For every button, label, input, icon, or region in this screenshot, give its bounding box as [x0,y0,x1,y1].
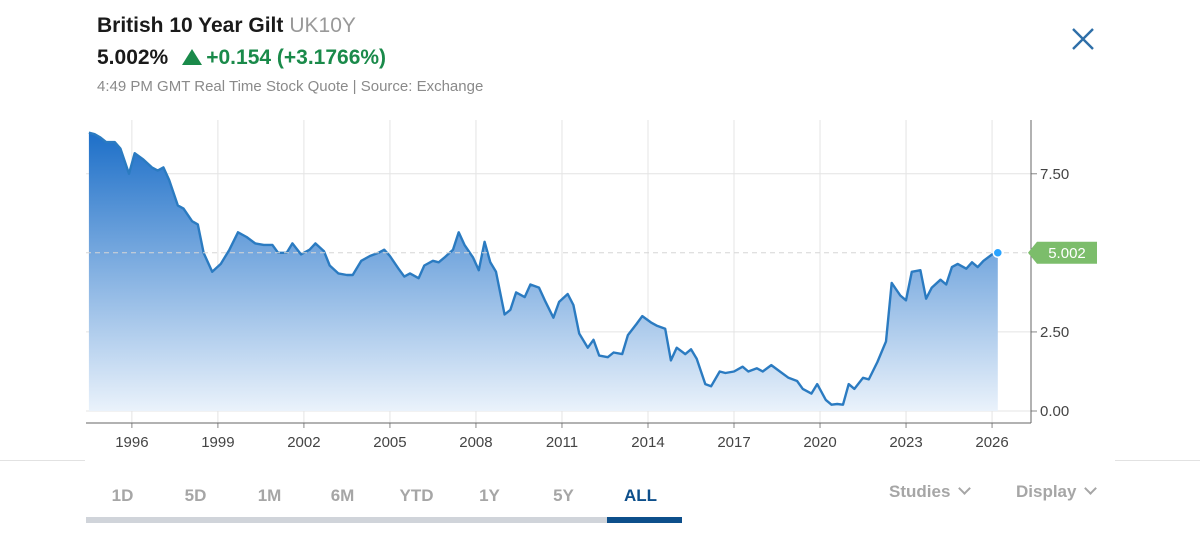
tab-1m[interactable]: 1M [257,486,282,505]
divider-left [0,460,85,461]
tab-5y[interactable]: 5Y [553,486,574,505]
divider-right [1115,460,1200,461]
tab-1d[interactable]: 1D [111,486,134,505]
x-tick-label: 2017 [717,434,750,451]
instrument-title: British 10 Year Gilt [97,14,284,37]
range-tabs: 1D 5D 1M 6M YTD 1Y 5Y ALL [86,476,682,524]
active-tab-indicator [607,517,682,523]
price-change: +0.154 (+3.1766%) [206,46,387,69]
quote-row: 5.002% +0.154 (+3.1766%) [97,42,483,74]
x-tick-label: 2023 [889,434,922,451]
x-tick-label: 2005 [373,434,406,451]
last-point-marker [992,247,1004,259]
x-tick-label: 2026 [975,434,1008,451]
yield-line-series [88,131,999,406]
x-tick-label: 2020 [803,434,836,451]
x-tick-label: 2011 [546,434,578,451]
yield-chart[interactable]: 1996 1999 2002 2005 2008 2011 2014 2017 2020 2023… [0,0,1200,460]
chevron-down-icon [958,482,972,495]
last-price: 5.002% [97,46,169,69]
instrument-symbol: UK10Y [289,14,356,37]
x-tick-label: 1996 [115,434,148,451]
y-tick-label: 2.50 [1040,324,1069,341]
chevron-down-icon [1084,482,1098,495]
plot-area [86,131,1031,411]
tab-1y[interactable]: 1Y [479,486,500,505]
y-tick-label: 0.00 [1040,403,1069,420]
y-tick-label: 7.50 [1040,166,1069,183]
display-dropdown[interactable]: Display [1016,482,1098,502]
studies-label: Studies [889,482,951,501]
tab-all[interactable]: ALL [623,486,658,505]
studies-dropdown[interactable]: Studies [889,482,972,502]
tab-6m[interactable]: 6M [330,486,355,505]
display-label: Display [1016,482,1077,501]
axes: 1996 1999 2002 2005 2008 2011 2014 2017 2020 2023… [86,120,1097,451]
quote-header: British 10 Year Gilt UK10Y 5.002% +0.154 (… [97,12,483,95]
last-price-badge [1028,241,1097,264]
x-tick-label: 2014 [631,434,664,451]
close-icon[interactable] [1068,24,1098,54]
x-tick-label: 2002 [287,434,320,451]
tab-ytd[interactable]: YTD [399,486,434,505]
tab-5d[interactable]: 5D [184,486,207,505]
x-tick-label: 2008 [459,434,492,451]
title-row: British 10 Year Gilt UK10Y [97,12,483,40]
tab-track [86,517,682,523]
up-arrow-icon [182,49,203,65]
yield-area-fill [88,132,998,411]
x-tick-label: 1999 [201,434,234,451]
last-price-label: 5.002 [1048,245,1086,262]
quote-meta: 4:49 PM GMT Real Time Stock Quote | Sour… [97,78,484,95]
